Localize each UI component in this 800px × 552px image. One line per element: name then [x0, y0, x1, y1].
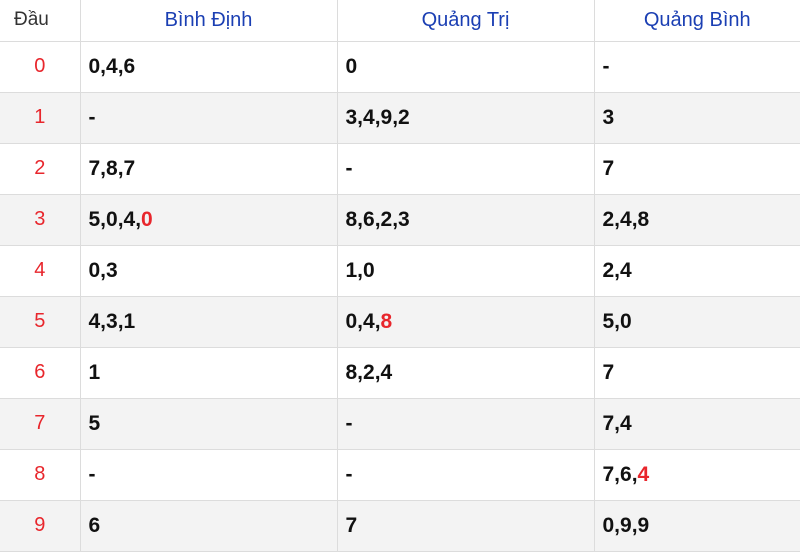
tail-cell-quang-binh: 3: [594, 92, 800, 144]
table-row: 3 5,0,4,0 8,6,2,3 2,4,8: [0, 194, 800, 246]
tail-cell-quang-tri: 8,2,4: [337, 347, 595, 399]
highlighted-tail: 0: [141, 207, 153, 231]
tail-values: 2,4: [602, 258, 632, 282]
tail-values: 0,4,: [345, 309, 381, 333]
tail-values: 1,0: [345, 258, 375, 282]
tail-values: 7: [602, 156, 615, 180]
tail-cell-quang-binh: 2,4: [594, 245, 800, 297]
tail-values: -: [602, 54, 610, 78]
tail-values: -: [345, 156, 353, 180]
tail-cell-quang-binh: -: [594, 41, 800, 93]
table-row: 7 5 - 7,4: [0, 398, 800, 450]
tail-values: 7,8,7: [88, 156, 136, 180]
header-province-binh-dinh: Bình Định: [80, 0, 338, 42]
tail-values: 6: [88, 513, 101, 537]
tail-values: 7: [345, 513, 358, 537]
head-digit: 4: [0, 245, 81, 297]
tail-values: 7: [602, 360, 615, 384]
tail-values: -: [88, 105, 96, 129]
tail-cell-binh-dinh: 5: [80, 398, 338, 450]
tail-cell-quang-tri: 1,0: [337, 245, 595, 297]
tail-cell-quang-tri: 7: [337, 500, 595, 552]
tail-cell-binh-dinh: 0,4,6: [80, 41, 338, 93]
tail-values: 0,9,9: [602, 513, 650, 537]
tail-values: 8,2,4: [345, 360, 393, 384]
tail-values: -: [345, 411, 353, 435]
tail-cell-binh-dinh: 7,8,7: [80, 143, 338, 195]
highlighted-tail: 8: [380, 309, 393, 333]
tail-values: 0,3: [88, 258, 118, 282]
head-digit: 2: [0, 143, 81, 195]
table-row: 6 1 8,2,4 7: [0, 347, 800, 399]
table-row: 9 6 7 0,9,9: [0, 500, 800, 552]
tail-values: 2,4,8: [602, 207, 650, 231]
head-digit: 5: [0, 296, 81, 348]
table-row: 2 7,8,7 - 7: [0, 143, 800, 195]
head-digit: 9: [0, 500, 81, 552]
header-province-quang-tri: Quảng Trị: [337, 0, 595, 42]
head-digit: 1: [0, 92, 81, 144]
tail-cell-quang-tri: -: [337, 449, 595, 501]
tail-values: -: [345, 462, 353, 486]
table-row: 4 0,3 1,0 2,4: [0, 245, 800, 297]
tail-cell-binh-dinh: -: [80, 92, 338, 144]
head-digit: 3: [0, 194, 81, 246]
table-row: 8- -7,6,4: [0, 449, 800, 501]
tail-values: 5,0: [602, 309, 632, 333]
table-row: 0 0,4,6 0 -: [0, 41, 800, 93]
tail-cell-quang-binh: 7,6,4: [594, 449, 800, 501]
tail-cell-quang-binh: 0,9,9: [594, 500, 800, 552]
tail-values: 5: [88, 411, 101, 435]
tail-cell-quang-binh: 5,0: [594, 296, 800, 348]
tail-cell-quang-tri: -: [337, 398, 595, 450]
tail-values: 1: [88, 360, 101, 384]
table-row: 1- 3,4,9,2 3: [0, 92, 800, 144]
tail-cell-binh-dinh: 0,3: [80, 245, 338, 297]
highlighted-tail: 4: [637, 462, 650, 486]
header-row: Đầu Bình Định Quảng Trị Quảng Bình: [0, 0, 800, 42]
tail-values: 5,0,4,: [88, 207, 142, 231]
table-row: 5 4,3,1 0,4,8 5,0: [0, 296, 800, 348]
tail-cell-quang-tri: 0: [337, 41, 595, 93]
tail-values: -: [88, 462, 96, 486]
tail-values: 3: [602, 105, 615, 129]
tail-values: 4,3,1: [88, 309, 136, 333]
tail-cell-quang-binh: 7: [594, 143, 800, 195]
tail-cell-quang-tri: -: [337, 143, 595, 195]
head-digit: 8: [0, 449, 81, 501]
tail-cell-quang-tri: 3,4,9,2: [337, 92, 595, 144]
tail-cell-quang-binh: 7: [594, 347, 800, 399]
tail-values: 3,4,9,2: [345, 105, 410, 129]
tail-values: 7,4: [602, 411, 632, 435]
header-province-quang-binh: Quảng Bình: [594, 0, 800, 42]
tail-cell-quang-tri: 8,6,2,3: [337, 194, 595, 246]
tail-cell-binh-dinh: 5,0,4,0: [80, 194, 338, 246]
tail-cell-binh-dinh: -: [80, 449, 338, 501]
head-digit: 7: [0, 398, 81, 450]
tail-values: 0: [345, 54, 358, 78]
header-dau: Đầu: [0, 0, 81, 42]
tail-values: 7,6,: [602, 462, 638, 486]
tail-cell-binh-dinh: 4,3,1: [80, 296, 338, 348]
tail-values: 8,6,2,3: [345, 207, 410, 231]
tail-cell-binh-dinh: 6: [80, 500, 338, 552]
head-digit: 0: [0, 41, 81, 93]
tail-cell-quang-tri: 0,4,8: [337, 296, 595, 348]
tail-values: 0,4,6: [88, 54, 136, 78]
tail-cell-quang-binh: 7,4: [594, 398, 800, 450]
tail-cell-binh-dinh: 1: [80, 347, 338, 399]
tail-cell-quang-binh: 2,4,8: [594, 194, 800, 246]
head-digit: 6: [0, 347, 81, 399]
